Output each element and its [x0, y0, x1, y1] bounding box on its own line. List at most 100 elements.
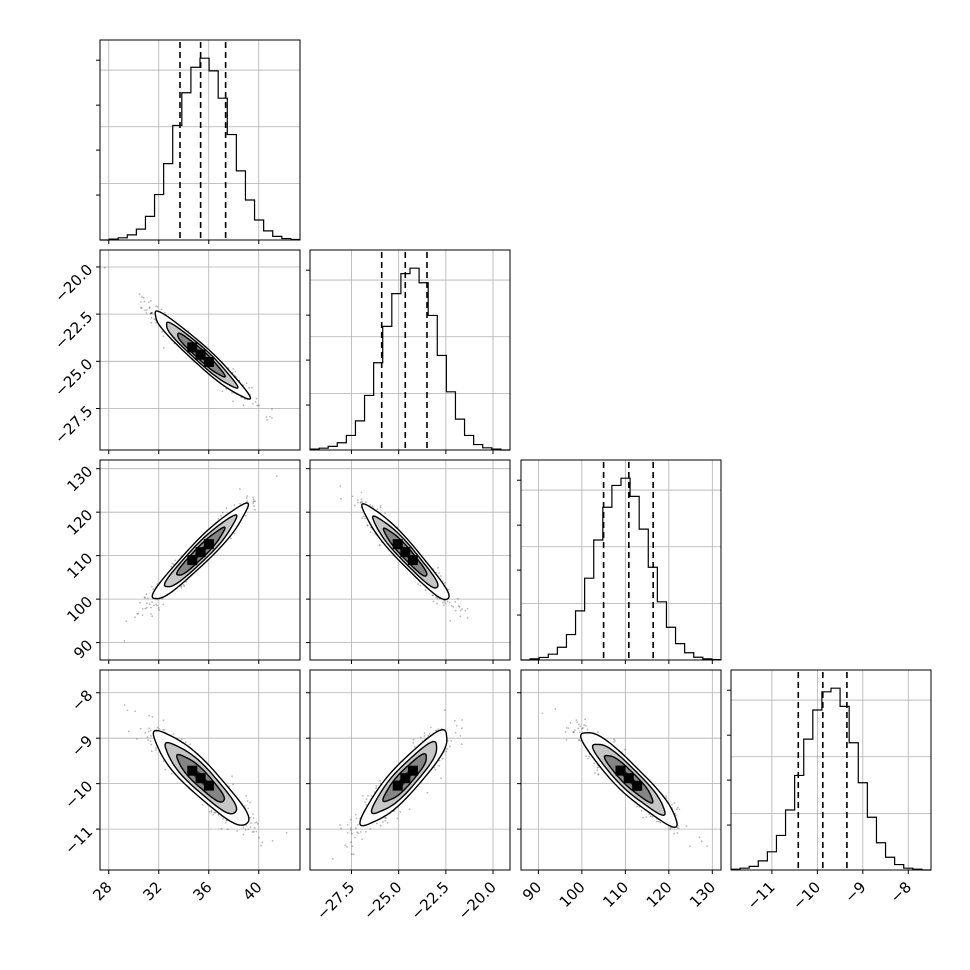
data-point: [137, 612, 140, 615]
data-point: [578, 739, 580, 742]
data-point: [149, 740, 152, 742]
panel-frame: [99, 249, 301, 451]
data-point: [455, 724, 458, 727]
panel-frame: [520, 669, 722, 871]
data-point: [251, 386, 253, 389]
data-point: [414, 746, 416, 748]
histogram-panel-3: [727, 669, 932, 871]
panel-frame: [99, 39, 301, 241]
data-point: [446, 600, 449, 603]
data-point: [174, 559, 177, 562]
data-point: [361, 517, 364, 519]
contour-line: [591, 743, 666, 817]
density-peak-cell: [187, 342, 198, 353]
data-point: [375, 787, 377, 790]
data-point: [253, 822, 256, 824]
data-point: [136, 738, 138, 740]
data-point: [271, 839, 274, 842]
contour-line: [382, 752, 427, 803]
y-tick-label: −11: [61, 823, 96, 858]
y-tick-label: −10: [61, 777, 96, 812]
data-point: [350, 829, 352, 831]
data-point: [180, 587, 183, 589]
data-point: [258, 404, 260, 407]
density-peak-cell: [632, 780, 643, 791]
data-point: [362, 515, 365, 518]
contour-line: [361, 503, 450, 601]
data-point: [449, 619, 452, 622]
data-point: [454, 731, 457, 734]
data-point: [150, 743, 153, 746]
data-point: [150, 750, 153, 753]
data-point: [252, 830, 255, 833]
data-point: [417, 583, 419, 585]
data-point: [359, 501, 362, 504]
panel-content: [339, 485, 469, 622]
scatter-panel-3-2: [520, 669, 722, 871]
data-point: [148, 727, 151, 730]
data-point: [579, 739, 582, 742]
data-point: [432, 594, 434, 597]
data-point: [624, 748, 626, 751]
data-point: [144, 309, 147, 312]
data-point: [154, 749, 157, 751]
data-point: [593, 762, 595, 765]
data-point: [581, 727, 583, 730]
data-point: [577, 727, 580, 730]
data-point: [146, 602, 148, 604]
panel-content: [103, 266, 273, 421]
data-point: [357, 832, 360, 834]
data-point: [444, 602, 446, 604]
data-point: [369, 828, 372, 830]
data-point: [424, 589, 427, 592]
data-point: [252, 498, 255, 501]
data-point: [151, 615, 154, 618]
density-peak-cell: [407, 765, 418, 776]
data-point: [160, 308, 163, 311]
density-peak-cell: [615, 765, 626, 776]
data-point: [150, 312, 153, 314]
x-tick-label: 40: [239, 878, 265, 904]
data-point: [382, 821, 384, 823]
data-point: [676, 826, 679, 829]
data-point: [221, 390, 224, 393]
data-point: [459, 609, 462, 612]
data-point: [648, 813, 650, 816]
data-point: [258, 836, 260, 839]
data-point: [436, 602, 438, 605]
data-point: [399, 811, 402, 813]
data-point: [369, 531, 372, 534]
data-point: [220, 514, 222, 517]
x-tick-label: −11: [744, 878, 779, 913]
density-peak-cell: [203, 780, 214, 791]
density-peak-cell: [392, 539, 403, 550]
data-point: [554, 708, 557, 710]
data-point: [271, 417, 273, 419]
data-point: [252, 502, 255, 505]
data-point: [150, 735, 152, 737]
data-point: [242, 404, 245, 406]
data-point: [142, 297, 145, 299]
panel-content: [123, 704, 288, 847]
data-point: [351, 495, 354, 498]
data-point: [141, 608, 144, 610]
data-point: [585, 724, 587, 727]
data-point: [428, 733, 431, 735]
data-point: [442, 601, 444, 604]
data-point: [360, 831, 362, 833]
data-point: [379, 506, 382, 509]
data-point: [423, 735, 426, 737]
scatter-panel-2-0: [99, 459, 301, 661]
data-point: [685, 825, 688, 827]
data-point: [437, 728, 440, 730]
data-point: [242, 826, 245, 829]
data-point: [244, 805, 246, 807]
density-peak-cell: [203, 357, 214, 367]
data-point: [366, 524, 369, 527]
data-point: [214, 811, 217, 814]
data-point: [448, 601, 451, 604]
y-tick-label: 120: [63, 506, 96, 539]
data-point: [432, 600, 435, 603]
x-tick-label: −9: [841, 878, 869, 906]
